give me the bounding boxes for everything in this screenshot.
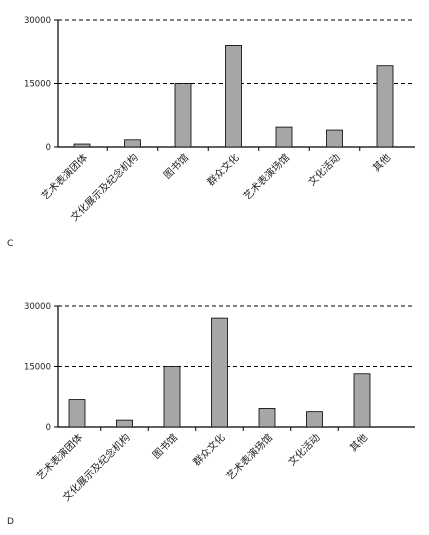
bar-5 bbox=[326, 129, 343, 148]
category-label: 文化活动 bbox=[305, 151, 342, 188]
bar-0 bbox=[68, 399, 86, 428]
category-label: 图书馆 bbox=[150, 431, 180, 461]
category-label: 群众文化 bbox=[190, 431, 227, 468]
y-tick-label: 30000 bbox=[24, 16, 51, 26]
panel-label: D bbox=[7, 517, 14, 527]
bar-4 bbox=[258, 408, 276, 428]
bar-1 bbox=[124, 139, 141, 148]
chart-panel-c: 01500030000艺术表演团体文化展示及纪念机构 图书馆 群众文化 艺术表演场馆文… bbox=[7, 16, 415, 249]
y-tick-label: 0 bbox=[46, 143, 51, 153]
category-label: 艺术表演团体 bbox=[34, 431, 86, 483]
category-label: 群众文化 bbox=[204, 151, 241, 188]
bar-0 bbox=[73, 143, 91, 148]
y-tick-label: 15000 bbox=[24, 80, 51, 90]
bar-2 bbox=[163, 366, 181, 428]
bar-1 bbox=[116, 419, 133, 428]
chart-panel-d: 01500030000艺术表演团体文化展示及纪念机构 图书馆 群众文化艺术表演场馆文… bbox=[7, 302, 415, 527]
category-label: 文化活动 bbox=[285, 431, 322, 468]
bar-6 bbox=[353, 373, 371, 428]
panel-label: C bbox=[7, 239, 13, 249]
bar-4 bbox=[275, 126, 293, 148]
category-label: 其他 bbox=[370, 151, 393, 174]
category-label: 艺术表演场馆 bbox=[241, 151, 293, 203]
category-label: 其他 bbox=[347, 431, 370, 454]
bar-3 bbox=[225, 45, 242, 148]
y-tick-label: 0 bbox=[46, 423, 51, 433]
category-label: 图书馆 bbox=[161, 151, 191, 181]
category-label: 艺术表演团体 bbox=[39, 151, 91, 203]
bar-6 bbox=[376, 65, 394, 148]
bar-3 bbox=[211, 317, 228, 428]
category-label: 艺术表演场馆 bbox=[224, 431, 276, 483]
y-tick-label: 15000 bbox=[24, 363, 51, 373]
bar-2 bbox=[174, 83, 192, 148]
bar-5 bbox=[306, 411, 323, 428]
y-tick-label: 30000 bbox=[24, 302, 51, 312]
